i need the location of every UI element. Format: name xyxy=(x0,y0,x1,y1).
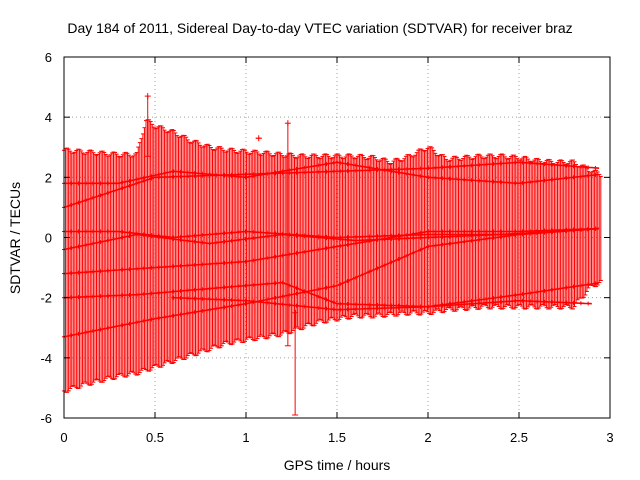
chart-title: Day 184 of 2011, Sidereal Day-to-day VTE… xyxy=(67,20,573,36)
x-tick-label: 2 xyxy=(424,430,431,445)
x-tick-label: 3 xyxy=(606,430,613,445)
y-tick-label: 0 xyxy=(45,231,52,246)
x-tick-label: 1.5 xyxy=(328,430,346,445)
x-tick-label: 1 xyxy=(242,430,249,445)
y-tick-label: -6 xyxy=(40,411,52,426)
y-tick-label: -2 xyxy=(40,291,52,306)
x-tick-label: 0 xyxy=(60,430,67,445)
y-tick-label: 6 xyxy=(45,50,52,65)
y-tick-label: 2 xyxy=(45,170,52,185)
y-tick-label: 4 xyxy=(45,110,52,125)
x-tick-label: 0.5 xyxy=(146,430,164,445)
y-tick-label: -4 xyxy=(40,351,52,366)
x-axis-label: GPS time / hours xyxy=(283,457,391,473)
x-tick-label: 2.5 xyxy=(510,430,528,445)
data-series xyxy=(62,160,600,339)
error-bars xyxy=(62,93,603,416)
axis-ticks: 0 0.5 1 1.5 2 2.5 3 -6 -4 -2 0 2 4 6 xyxy=(40,50,613,445)
